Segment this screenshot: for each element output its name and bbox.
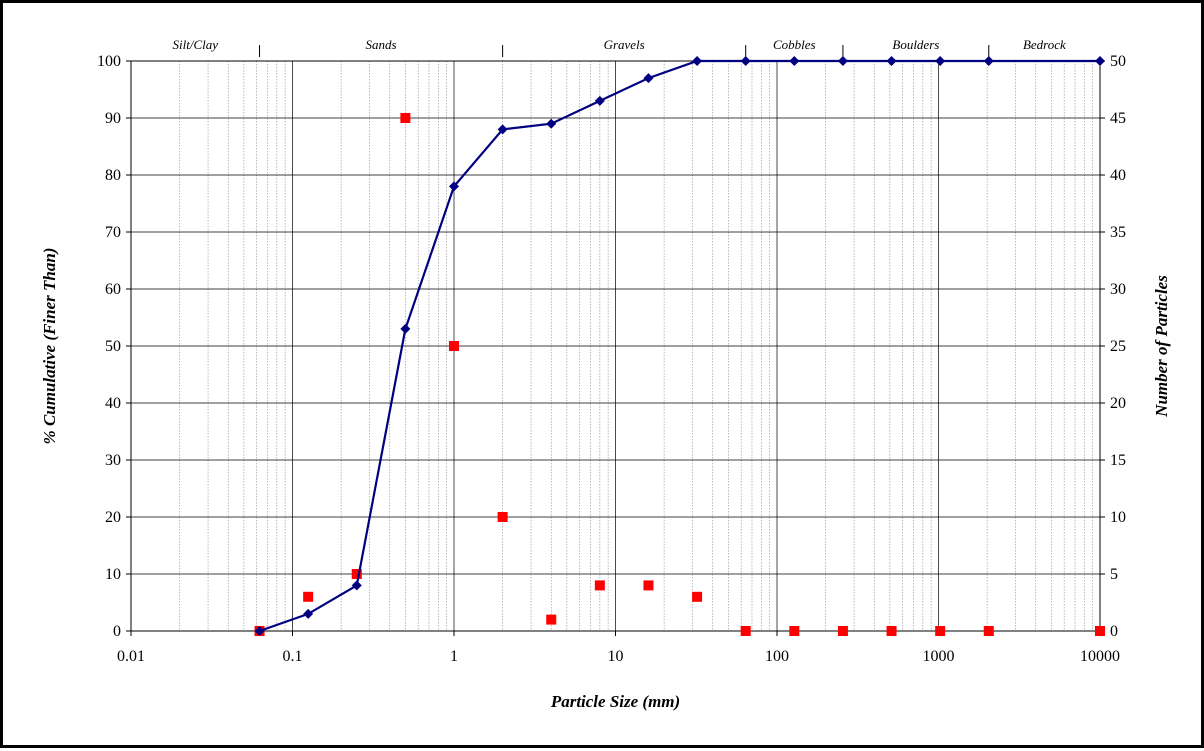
left-tick-label: 10 xyxy=(105,566,121,583)
right-tick-label: 20 xyxy=(1110,395,1126,412)
right-tick-label: 40 xyxy=(1110,167,1126,184)
cumulative-marker xyxy=(546,118,557,129)
cumulative-marker xyxy=(983,56,994,66)
particle-count-marker xyxy=(497,512,508,522)
particle-count-marker xyxy=(546,614,557,625)
right-tick-label: 50 xyxy=(1110,53,1126,70)
particle-count-marker xyxy=(886,626,897,636)
particle-count-marker xyxy=(643,580,654,591)
cumulative-marker xyxy=(643,73,654,84)
cumulative-marker xyxy=(837,56,848,66)
cumulative-marker xyxy=(740,56,751,66)
cumulative-series xyxy=(254,56,1105,636)
cumulative-marker xyxy=(303,608,314,619)
particle-count-marker xyxy=(935,626,946,636)
particle-count-marker xyxy=(594,580,605,591)
particle-count-marker xyxy=(837,626,848,636)
right-tick-label: 45 xyxy=(1110,110,1126,127)
zone-label: Gravels xyxy=(604,37,645,52)
y2-axis-title: Number of Particles xyxy=(1152,275,1171,418)
particle-count-marker xyxy=(351,569,362,579)
left-tick-label: 60 xyxy=(105,281,121,298)
right-tick-label: 15 xyxy=(1110,452,1126,469)
left-tick-label: 0 xyxy=(113,623,121,640)
zone-label: Boulders xyxy=(892,37,939,52)
zone-label: Sands xyxy=(366,37,397,52)
right-tick-label: 0 xyxy=(1110,623,1118,640)
zone-label: Bedrock xyxy=(1023,37,1066,52)
particle-count-marker xyxy=(1095,626,1105,636)
x-tick-label: 0.1 xyxy=(283,648,303,665)
left-tick-label: 100 xyxy=(97,53,121,70)
cumulative-marker xyxy=(1095,56,1105,66)
cumulative-marker xyxy=(497,124,508,135)
particle-count-marker xyxy=(400,113,411,123)
right-tick-label: 10 xyxy=(1110,509,1126,526)
cumulative-marker xyxy=(789,56,800,66)
left-tick-label: 80 xyxy=(105,167,121,184)
right-tick-label: 30 xyxy=(1110,281,1126,298)
x-axis-title: Particle Size (mm) xyxy=(550,692,680,711)
cumulative-marker xyxy=(594,95,605,106)
x-tick-label: 100 xyxy=(765,648,789,665)
right-tick-label: 25 xyxy=(1110,338,1126,355)
particle-count-marker xyxy=(983,626,994,636)
cumulative-marker xyxy=(351,580,362,591)
x-tick-label: 0.01 xyxy=(117,648,145,665)
particle-count-marker xyxy=(303,591,314,602)
particle-count-series xyxy=(254,113,1105,636)
cumulative-marker xyxy=(692,56,703,66)
x-tick-label: 10000 xyxy=(1080,648,1120,665)
x-tick-label: 10 xyxy=(608,648,624,665)
zone-label: Cobbles xyxy=(773,37,816,52)
size-class-zones: Silt/Clay Sands Gravels Cobbles Boulders Bedr… xyxy=(173,37,1066,57)
right-tick-label: 35 xyxy=(1110,224,1126,241)
left-tick-label: 50 xyxy=(105,338,121,355)
left-tick-label: 40 xyxy=(105,395,121,412)
left-tick-label: 30 xyxy=(105,452,121,469)
left-axis-ticks: 0 10 20 30 40 50 60 70 80 90 100 xyxy=(97,53,131,640)
cumulative-marker xyxy=(935,56,946,66)
particle-count-marker xyxy=(789,626,800,636)
left-tick-label: 70 xyxy=(105,224,121,241)
particle-size-chart: Silt/Clay Sands Gravels Cobbles Boulders Bedr… xyxy=(40,37,1171,711)
right-tick-label: 5 xyxy=(1110,566,1118,583)
left-tick-label: 90 xyxy=(105,110,121,127)
particle-count-marker xyxy=(740,626,751,636)
x-tick-label: 1 xyxy=(450,648,458,665)
zone-label: Silt/Clay xyxy=(173,37,219,52)
cumulative-marker xyxy=(254,626,265,636)
cumulative-marker xyxy=(449,181,459,192)
major-gridlines xyxy=(130,60,1101,632)
cumulative-marker xyxy=(886,56,897,66)
x-axis-ticks: 0.01 0.1 1 10 100 1000 10000 xyxy=(117,631,1120,665)
y-axis-title: % Cumulative (Finer Than) xyxy=(40,248,59,445)
left-tick-label: 20 xyxy=(105,509,121,526)
x-tick-label: 1000 xyxy=(923,648,955,665)
particle-count-marker xyxy=(692,591,703,602)
cumulative-marker xyxy=(400,323,411,334)
right-axis-ticks: 0 5 10 15 20 25 30 35 40 45 50 xyxy=(1100,53,1126,640)
particle-count-marker xyxy=(449,341,459,351)
